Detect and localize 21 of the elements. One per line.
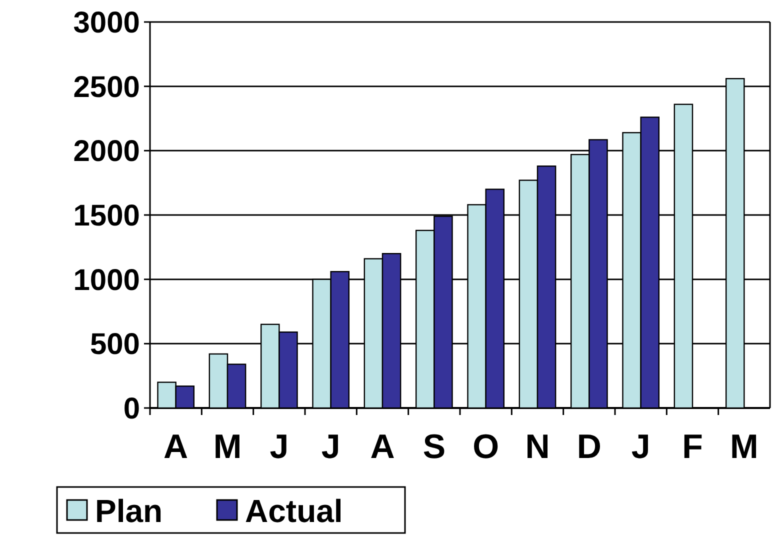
legend-label: Actual	[245, 493, 343, 529]
x-tick-label: J	[321, 428, 340, 466]
x-tick-label: J	[631, 428, 650, 466]
y-tick-label: 2000	[73, 135, 140, 168]
x-tick-label: A	[370, 428, 395, 466]
y-tick-label: 1000	[73, 264, 140, 297]
y-tick-label: 500	[90, 328, 140, 362]
x-tick-label: M	[213, 428, 242, 466]
x-tick-label: N	[525, 428, 550, 466]
legend-label: Plan	[95, 493, 163, 529]
x-tick-label: O	[472, 428, 500, 466]
y-tick-label: 1500	[73, 200, 140, 232]
y-tick-label: 2500	[73, 70, 140, 104]
x-tick-label: J	[270, 428, 289, 466]
x-tick-label: S	[422, 428, 446, 466]
x-tick-label: D	[576, 428, 602, 466]
x-tick-label: M	[730, 428, 758, 466]
x-tick-label: F	[682, 428, 703, 466]
y-tick-label: 0	[123, 392, 140, 426]
y-tick-label: 3000	[73, 6, 140, 40]
x-tick-label: A	[164, 428, 188, 466]
